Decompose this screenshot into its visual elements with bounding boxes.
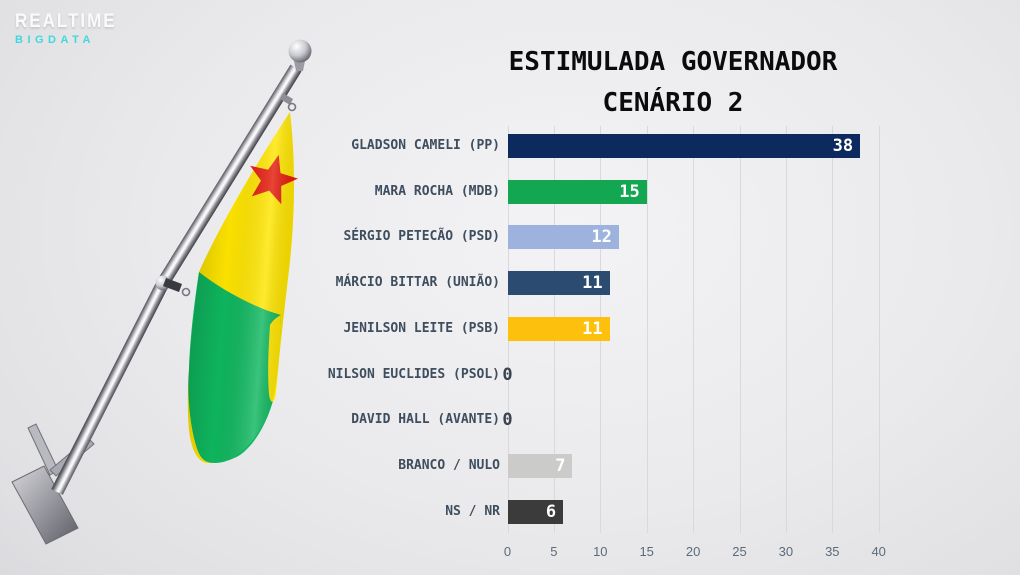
realtime-bigdata-logo: REALTIME BIGDATA [15, 11, 117, 46]
chart-title-line1: ESTIMULADA GOVERNADOR [508, 47, 838, 77]
x-axis-tick-label: 0 [503, 544, 512, 559]
bar: 15 [507, 179, 647, 204]
bar: 11 [507, 271, 610, 296]
value-label: 7 [555, 455, 566, 476]
value-label: 12 [591, 227, 612, 248]
x-axis-tick-label: 20 [685, 544, 701, 559]
candidate-label: SÉRGIO PETECÃO (PSD) [343, 229, 500, 245]
chart-row: GLADSON CAMELI (PP) 38 [0, 133, 1020, 159]
gridline [785, 126, 787, 533]
candidate-label: BRANCO / NULO [398, 457, 500, 473]
logo-line1: REALTIME [15, 9, 117, 32]
x-axis-tick-label: 15 [639, 544, 654, 559]
gridline [646, 126, 648, 533]
bar: 11 [507, 316, 610, 341]
acre-flag-illustration [11, 39, 312, 545]
chart-row: JENILSON LEITE (PSB) 11 [0, 316, 1020, 342]
bar: 7 [507, 453, 573, 478]
x-axis-tick-label: 5 [550, 544, 558, 559]
bar: 12 [507, 225, 619, 250]
chart-title-line2: CENÁRIO 2 [602, 88, 744, 118]
logo-line2: BIGDATA [15, 34, 95, 46]
gridline [832, 126, 834, 533]
candidate-label: MÁRCIO BITTAR (UNIÃO) [335, 275, 500, 291]
x-axis-tick-label: 25 [732, 544, 747, 559]
x-axis-tick-label: 40 [871, 544, 886, 559]
chart-title: ESTIMULADA GOVERNADOR CENÁRIO 2 [509, 42, 838, 124]
candidate-label: GLADSON CAMELI (PP) [351, 138, 500, 153]
chart-row: NILSON EUCLIDES (PSOL) 0 [0, 362, 1020, 388]
bar: 38 [507, 134, 861, 158]
chart-row: BRANCO / NULO 7 [0, 453, 1020, 479]
chart-row: MARA ROCHA (MDB) 15 [0, 179, 1020, 205]
value-label: 6 [545, 501, 557, 522]
value-label: 11 [582, 273, 603, 294]
candidate-label: NS / NR [445, 503, 500, 519]
chart-row: DAVID HALL (AVANTE) 0 [0, 407, 1020, 433]
candidate-label: DAVID HALL (AVANTE) [351, 412, 500, 428]
value-label: 15 [619, 181, 640, 202]
flag-clip-lower [163, 278, 191, 297]
candidate-label: NILSON EUCLIDES (PSOL) [327, 366, 500, 382]
value-label: 0 [502, 364, 513, 385]
x-axis-tick-label: 30 [778, 544, 794, 559]
x-axis-tick-label: 35 [825, 544, 840, 559]
candidate-label: MARA ROCHA (MDB) [374, 183, 500, 199]
pole-finial-ball [288, 39, 312, 63]
chart-row: NS / NR 6 [0, 499, 1020, 525]
gridline [878, 126, 880, 533]
bar: 6 [507, 499, 564, 524]
value-label: 38 [832, 136, 854, 156]
candidate-label: JENILSON LEITE (PSB) [343, 320, 500, 336]
gridline [739, 126, 741, 533]
chart-row: SÉRGIO PETECÃO (PSD) 12 [0, 224, 1020, 250]
value-label: 0 [502, 410, 513, 431]
x-axis-tick-label: 10 [593, 544, 608, 559]
value-label: 11 [582, 318, 603, 339]
gridline [693, 126, 695, 533]
chart-row: MÁRCIO BITTAR (UNIÃO) 11 [0, 270, 1020, 296]
flag-clip-top [280, 93, 297, 112]
acre-flag [163, 93, 298, 464]
flagpole [51, 39, 312, 495]
